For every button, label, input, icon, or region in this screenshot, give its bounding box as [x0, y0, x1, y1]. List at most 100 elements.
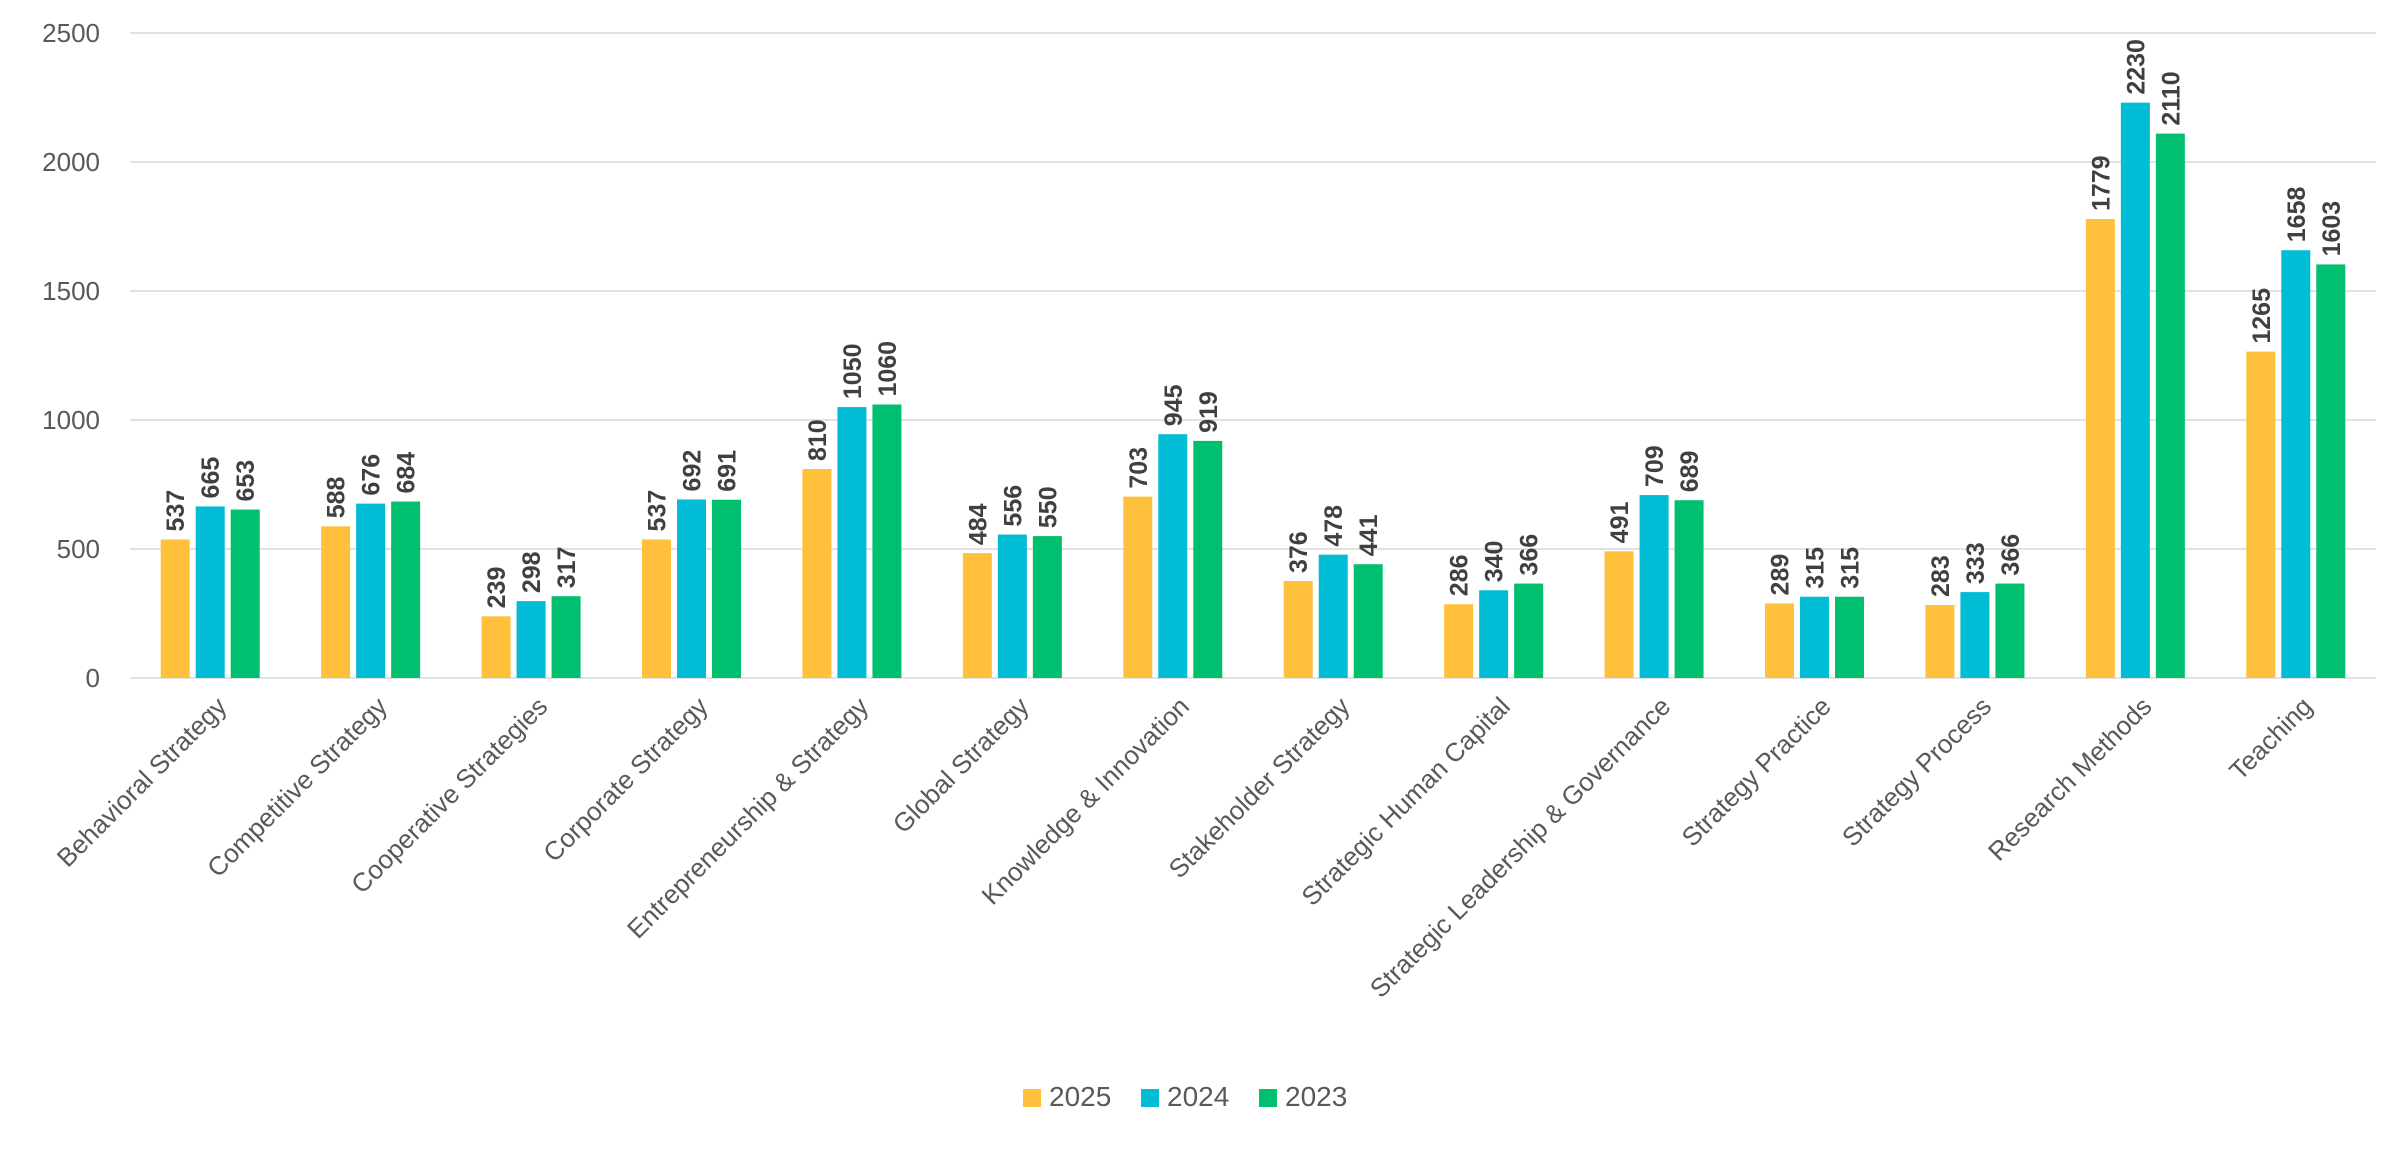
bar-2025 [642, 539, 671, 678]
bar-2024 [195, 506, 225, 678]
bar-2023 [872, 404, 902, 678]
data-label: 919 [1195, 391, 1223, 433]
data-label: 665 [197, 457, 225, 499]
data-label: 691 [714, 450, 742, 492]
y-tick-label: 2000 [42, 147, 100, 177]
data-label: 1658 [2283, 187, 2311, 243]
bar-2023 [1353, 564, 1383, 678]
bar-2023 [1514, 583, 1544, 678]
data-label: 239 [483, 567, 511, 609]
bar-2024 [2281, 250, 2311, 678]
legend-item-2023: 2023 [1259, 1081, 1347, 1112]
data-label: 703 [1125, 447, 1153, 489]
legend-item-2024: 2024 [1141, 1081, 1229, 1112]
data-label: 1779 [2087, 155, 2115, 211]
bar-2024 [516, 601, 546, 678]
data-label: 676 [358, 454, 386, 496]
bar-2025 [160, 539, 190, 678]
x-tick-label: Stakeholder Strategy [1163, 691, 1356, 884]
data-label: 653 [232, 460, 260, 502]
data-label: 376 [1285, 531, 1313, 573]
bar-2023 [712, 499, 741, 678]
bar-2025 [1765, 603, 1794, 678]
x-tick-label: Teaching [2223, 691, 2318, 786]
data-label: 366 [1997, 534, 2025, 576]
y-tick-label: 2500 [42, 18, 100, 48]
bar-2023 [551, 596, 581, 678]
y-tick-label: 0 [86, 663, 100, 693]
bar-2023 [1835, 596, 1864, 678]
data-label: 366 [1516, 534, 1544, 576]
y-tick-label: 500 [57, 534, 100, 564]
bar-2025 [1444, 604, 1474, 678]
bar-2025 [1604, 551, 1634, 678]
bar-2023 [2316, 264, 2346, 678]
bar-2025 [1925, 604, 1955, 678]
data-label: 340 [1481, 541, 1509, 583]
bar-2024 [356, 503, 386, 678]
y-axis-ticks: 0 500 1000 1500 2000 2500 [42, 18, 100, 693]
bar-2025 [802, 469, 832, 678]
legend-swatch [1141, 1089, 1159, 1107]
legend-item-2025: 2025 [1023, 1081, 1111, 1112]
data-label: 550 [1034, 486, 1062, 528]
data-label: 945 [1160, 384, 1188, 426]
data-label: 1060 [874, 341, 902, 397]
bar-2023 [1995, 583, 2025, 678]
bar-2024 [1318, 554, 1348, 678]
data-label: 286 [1446, 554, 1474, 596]
bar-2025 [1283, 580, 1313, 678]
bar-2024 [837, 407, 867, 678]
data-label: 478 [1320, 505, 1348, 547]
bar-2024 [997, 534, 1027, 678]
bar-2024 [677, 499, 706, 678]
bar-2025 [1123, 496, 1153, 678]
data-label: 491 [1606, 502, 1634, 544]
data-label: 692 [679, 450, 707, 492]
bar-2023 [230, 509, 260, 678]
bar-2023 [391, 501, 421, 678]
data-label: 1050 [839, 343, 867, 399]
bar-2023 [2155, 133, 2185, 678]
data-label: 537 [162, 490, 190, 532]
bar-2023 [1674, 500, 1704, 678]
x-tick-label: Competitive Strategy [201, 691, 393, 883]
x-tick-label: Strategic Leadership & Governance [1364, 691, 1676, 1003]
data-label: 588 [323, 476, 351, 518]
x-tick-label: Global Strategy [887, 691, 1035, 839]
data-label: 2230 [2122, 39, 2150, 95]
data-label: 709 [1641, 445, 1669, 487]
x-tick-label: Corporate Strategy [537, 691, 714, 868]
data-label: 298 [518, 551, 546, 593]
data-label: 289 [1767, 554, 1795, 596]
data-label: 484 [964, 503, 992, 545]
bar-2025 [2246, 351, 2276, 678]
legend-label: 2024 [1167, 1081, 1229, 1112]
bar-2025 [481, 616, 511, 678]
legend-label: 2025 [1049, 1081, 1111, 1112]
data-label: 441 [1355, 514, 1383, 556]
bar-2024 [1639, 495, 1669, 678]
x-tick-label: Research Methods [1982, 691, 2158, 867]
bar-2025 [321, 526, 351, 678]
x-tick-label: Behavioral Strategy [51, 691, 233, 873]
bar-2024 [1479, 590, 1509, 678]
legend-label: 2023 [1285, 1081, 1347, 1112]
bars [160, 102, 2346, 678]
bar-2024 [1158, 434, 1188, 678]
data-label: 810 [804, 419, 832, 461]
data-label: 315 [1837, 547, 1865, 589]
data-label: 2110 [2157, 71, 2185, 125]
y-tick-label: 1000 [42, 405, 100, 435]
data-label: 1603 [2318, 201, 2346, 257]
data-label: 556 [999, 485, 1027, 527]
data-label: 689 [1676, 451, 1704, 493]
data-label: 333 [1962, 542, 1990, 584]
data-label: 315 [1802, 547, 1830, 589]
x-tick-label: Strategy Practice [1676, 691, 1837, 852]
bar-2025 [2085, 219, 2115, 678]
